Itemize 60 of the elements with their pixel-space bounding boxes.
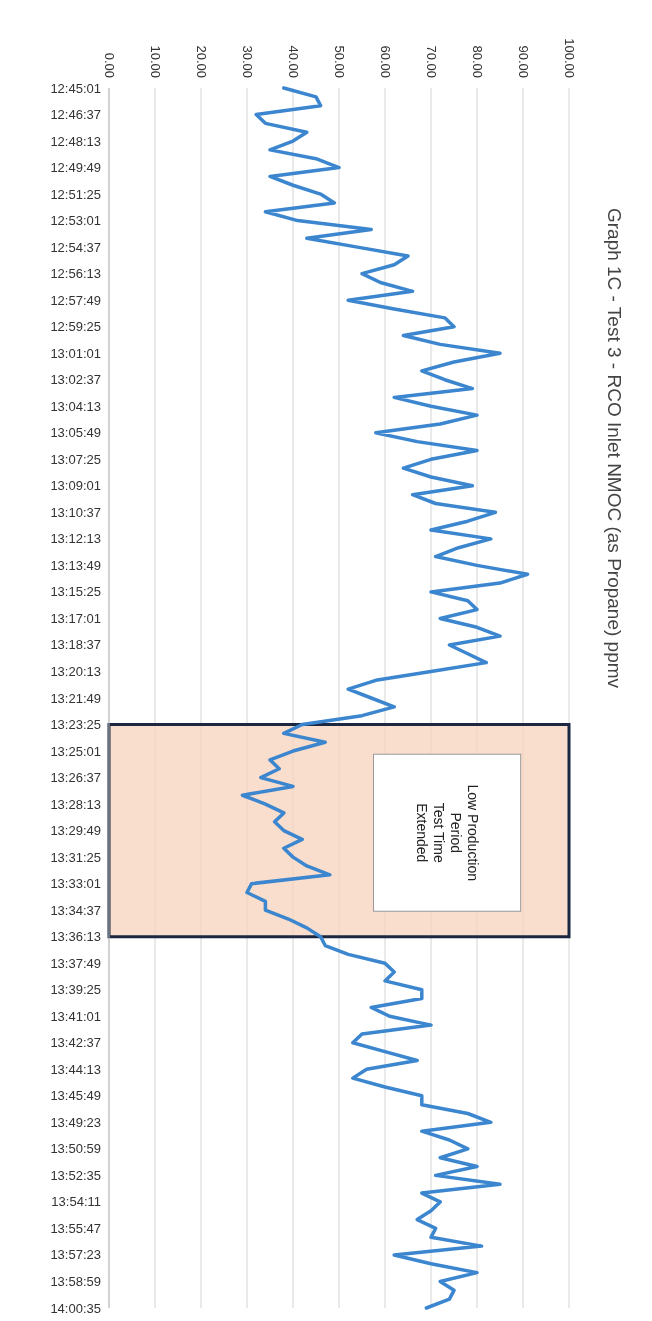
y-tick-label: 13:58:59 (50, 1273, 101, 1289)
y-tick-label: 13:12:13 (50, 531, 101, 547)
y-tick-label: 13:49:23 (50, 1114, 101, 1130)
y-tick-label: 13:02:37 (50, 372, 101, 388)
y-tick-label: 13:34:37 (50, 902, 101, 918)
y-tick-label: 13:45:49 (50, 1088, 101, 1104)
y-tick-label: 13:44:13 (50, 1061, 101, 1077)
y-tick-label: 13:05:49 (50, 425, 101, 441)
x-tick-label: 30.00 (239, 45, 255, 78)
y-tick-label: 12:49:49 (50, 160, 101, 176)
y-tick-label: 13:23:25 (50, 717, 101, 733)
y-tick-label: 13:55:47 (50, 1220, 101, 1236)
y-tick-label: 12:53:01 (50, 213, 101, 229)
y-tick-label: 13:01:01 (50, 345, 101, 361)
y-tick-label: 13:13:49 (50, 557, 101, 573)
x-tick-label: 50.00 (331, 45, 347, 78)
x-tick-label: 100.00 (561, 38, 577, 78)
y-tick-label: 13:57:23 (50, 1247, 101, 1263)
y-tick-label: 13:17:01 (50, 610, 101, 626)
y-tick-label: 13:15:25 (50, 584, 101, 600)
y-tick-label: 12:56:13 (50, 266, 101, 282)
y-tick-label: 13:31:25 (50, 849, 101, 865)
y-tick-label: 12:54:37 (50, 239, 101, 255)
y-tick-label: 12:51:25 (50, 186, 101, 202)
y-tick-label: 12:57:49 (50, 292, 101, 308)
y-tick-label: 13:42:37 (50, 1035, 101, 1051)
y-tick-label: 13:54:11 (51, 1194, 101, 1210)
y-tick-label: 12:48:13 (50, 133, 101, 149)
y-tick-label: 13:39:25 (50, 982, 101, 998)
y-tick-label: 13:41:01 (50, 1008, 101, 1024)
y-tick-label: 13:36:13 (50, 929, 101, 945)
y-tick-label: 12:46:37 (50, 107, 101, 123)
y-tick-label: 13:04:13 (50, 398, 101, 414)
y-tick-label: 13:28:13 (50, 796, 101, 812)
x-tick-label: 70.00 (423, 45, 439, 78)
x-tick-label: 80.00 (469, 45, 485, 78)
y-tick-label: 13:25:01 (50, 743, 101, 759)
x-tick-label: 20.00 (193, 45, 209, 78)
x-tick-label: 10.00 (147, 45, 163, 78)
y-tick-label: 13:50:59 (50, 1141, 101, 1157)
x-tick-label: 90.00 (515, 45, 531, 78)
y-tick-label: 13:09:01 (50, 478, 101, 494)
x-tick-label: 40.00 (285, 45, 301, 78)
y-tick-label: 13:20:13 (50, 663, 101, 679)
y-tick-label: 13:07:25 (50, 451, 101, 467)
band-label: Low Production Period Test Time Extended (413, 784, 481, 881)
y-tick-label: 13:52:35 (50, 1167, 101, 1183)
y-tick-label: 13:21:49 (50, 690, 101, 706)
y-tick-label: 12:59:25 (50, 319, 101, 335)
y-tick-label: 13:10:37 (50, 504, 101, 520)
text: Graph 1C - Test 3 - RCO Inlet NMOC (as Propane) ppmv (603, 207, 625, 689)
y-tick-label: 14:00:35 (50, 1300, 101, 1316)
y-tick-label: 13:18:37 (50, 637, 101, 653)
x-tick-label: 0.00 (101, 52, 117, 78)
y-tick-label: 13:37:49 (50, 955, 101, 971)
y-tick-label: 13:26:37 (50, 770, 101, 786)
y-tick-label: 13:33:01 (50, 876, 101, 892)
y-tick-label: 12:45:01 (50, 80, 101, 96)
y-tick-label: 13:29:49 (50, 823, 101, 839)
x-tick-label: 60.00 (377, 45, 393, 78)
